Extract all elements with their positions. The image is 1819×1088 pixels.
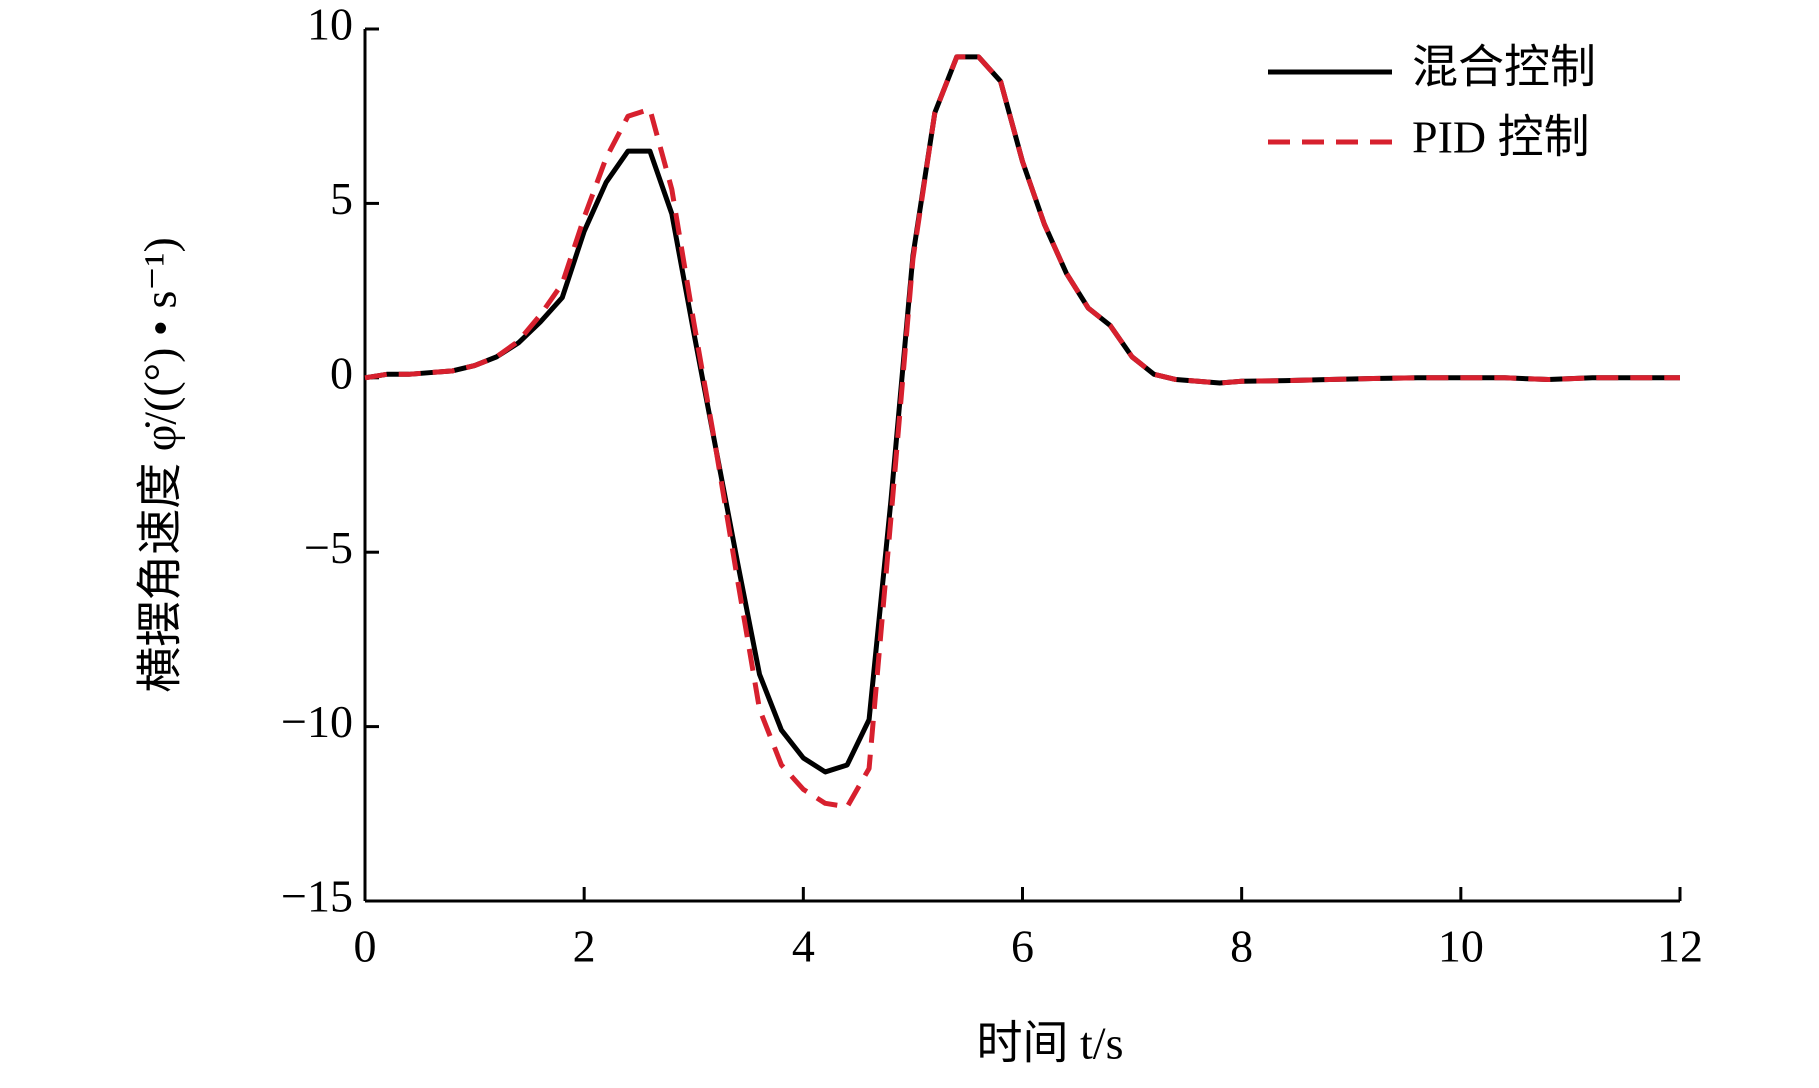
- x-tick-label: 0: [354, 921, 377, 972]
- x-tick-label: 2: [573, 921, 596, 972]
- x-tick-label: 12: [1657, 921, 1703, 972]
- line-series: [364, 54, 1680, 810]
- x-tick-label: 10: [1438, 921, 1484, 972]
- y-tick-label: 5: [330, 173, 353, 224]
- y-tick-label: 10: [307, 0, 353, 50]
- x-axis-label: 时间 t/s: [977, 1018, 1124, 1069]
- y-axis-label: 横摆角速度 φ̇/((°) • s⁻¹): [135, 237, 186, 693]
- y-tick-label: −5: [304, 522, 353, 573]
- legend-label: 混合控制: [1412, 42, 1596, 93]
- legend-label: PID 控制: [1412, 112, 1590, 163]
- x-tick-label: 6: [1011, 921, 1034, 972]
- y-tick-label: 0: [330, 347, 353, 398]
- x-tick-label: 8: [1230, 921, 1253, 972]
- y-tick-label: −10: [281, 696, 353, 747]
- y-tick-label: −15: [281, 871, 353, 922]
- x-tick-label: 4: [792, 921, 815, 972]
